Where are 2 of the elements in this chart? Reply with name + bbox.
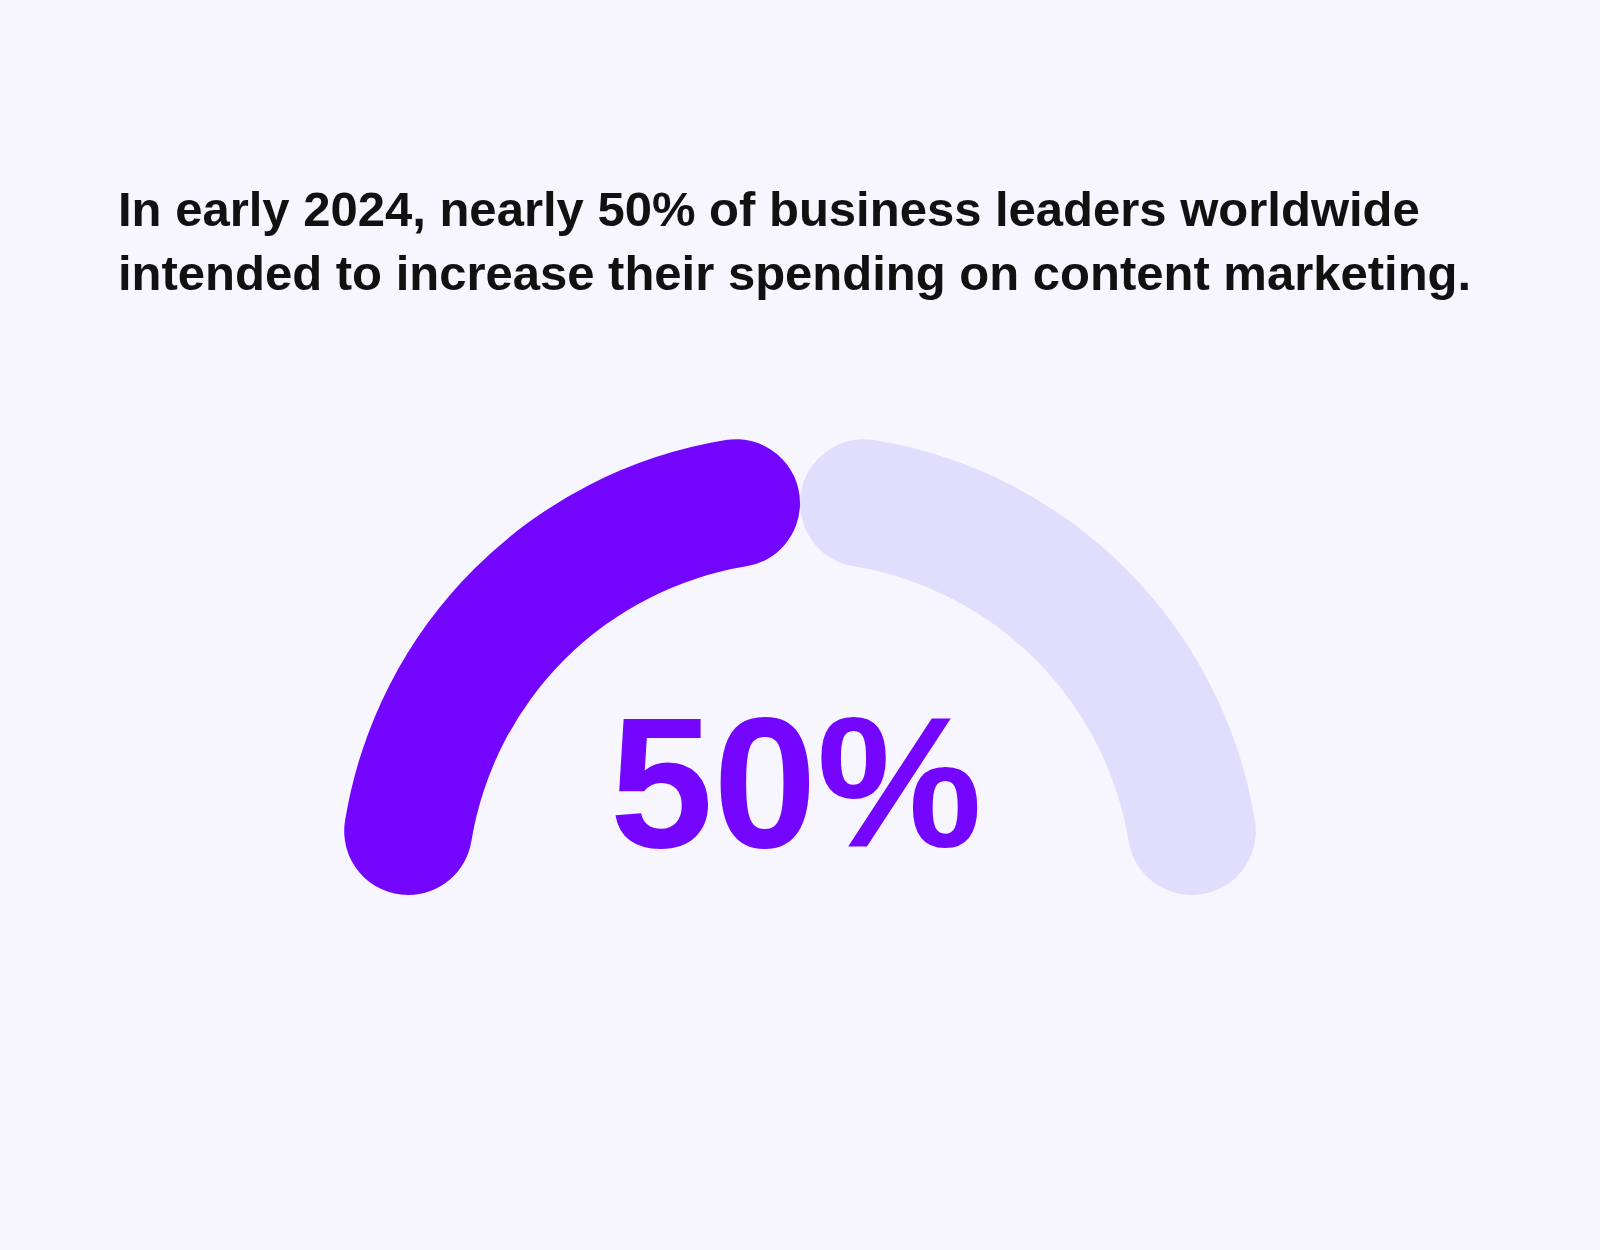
- data-label: 50%: [609, 678, 983, 886]
- chart-title: In early 2024, nearly 50% of business leaders worldwide intended to increase their spending on content marketing.: [118, 182, 1472, 300]
